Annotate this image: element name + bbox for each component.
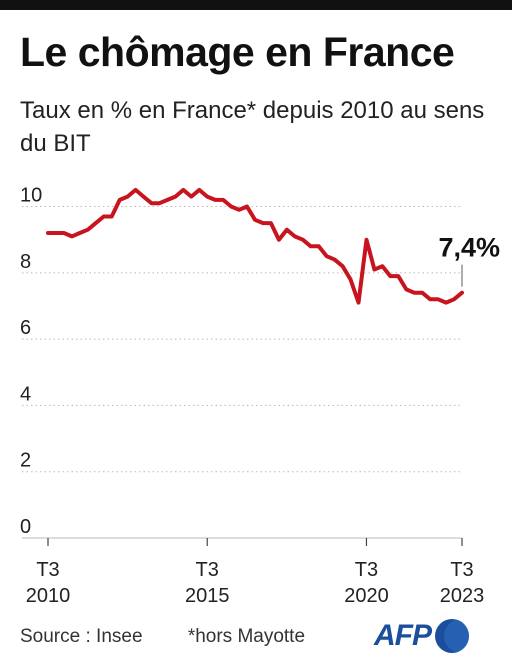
- footnote-text: *hors Mayotte: [187, 626, 306, 647]
- y-tick-label: 0: [20, 516, 31, 538]
- afp-logo: AFP: [374, 617, 469, 655]
- last-value-label: 7,4%: [438, 233, 500, 263]
- x-tick-label: T3: [196, 559, 219, 581]
- x-tick-label: 2015: [185, 585, 230, 607]
- x-tick-label: 2020: [344, 585, 389, 607]
- x-tick-label: T3: [450, 559, 473, 581]
- x-tick-label: 2023: [440, 585, 485, 607]
- logo-circle-icon: [435, 619, 469, 653]
- y-tick-label: 8: [20, 251, 31, 273]
- chart-subtitle: Taux en % en France* depuis 2010 au sens…: [20, 97, 485, 157]
- y-tick-label: 4: [20, 383, 31, 405]
- top-bar: [0, 0, 512, 10]
- y-tick-label: 2: [20, 450, 31, 472]
- logo-text: AFP: [374, 619, 432, 652]
- footer: Source : Insee *hors Mayotte: [20, 626, 305, 648]
- x-tick-label: 2010: [26, 585, 71, 607]
- x-tick-label: T3: [355, 559, 378, 581]
- y-tick-label: 10: [20, 185, 42, 207]
- x-tick-label: T3: [36, 559, 59, 581]
- chart-title: Le chômage en France: [20, 29, 455, 75]
- y-tick-label: 6: [20, 317, 31, 339]
- source-text: Source : Insee: [20, 626, 143, 647]
- series-line: [46, 187, 464, 305]
